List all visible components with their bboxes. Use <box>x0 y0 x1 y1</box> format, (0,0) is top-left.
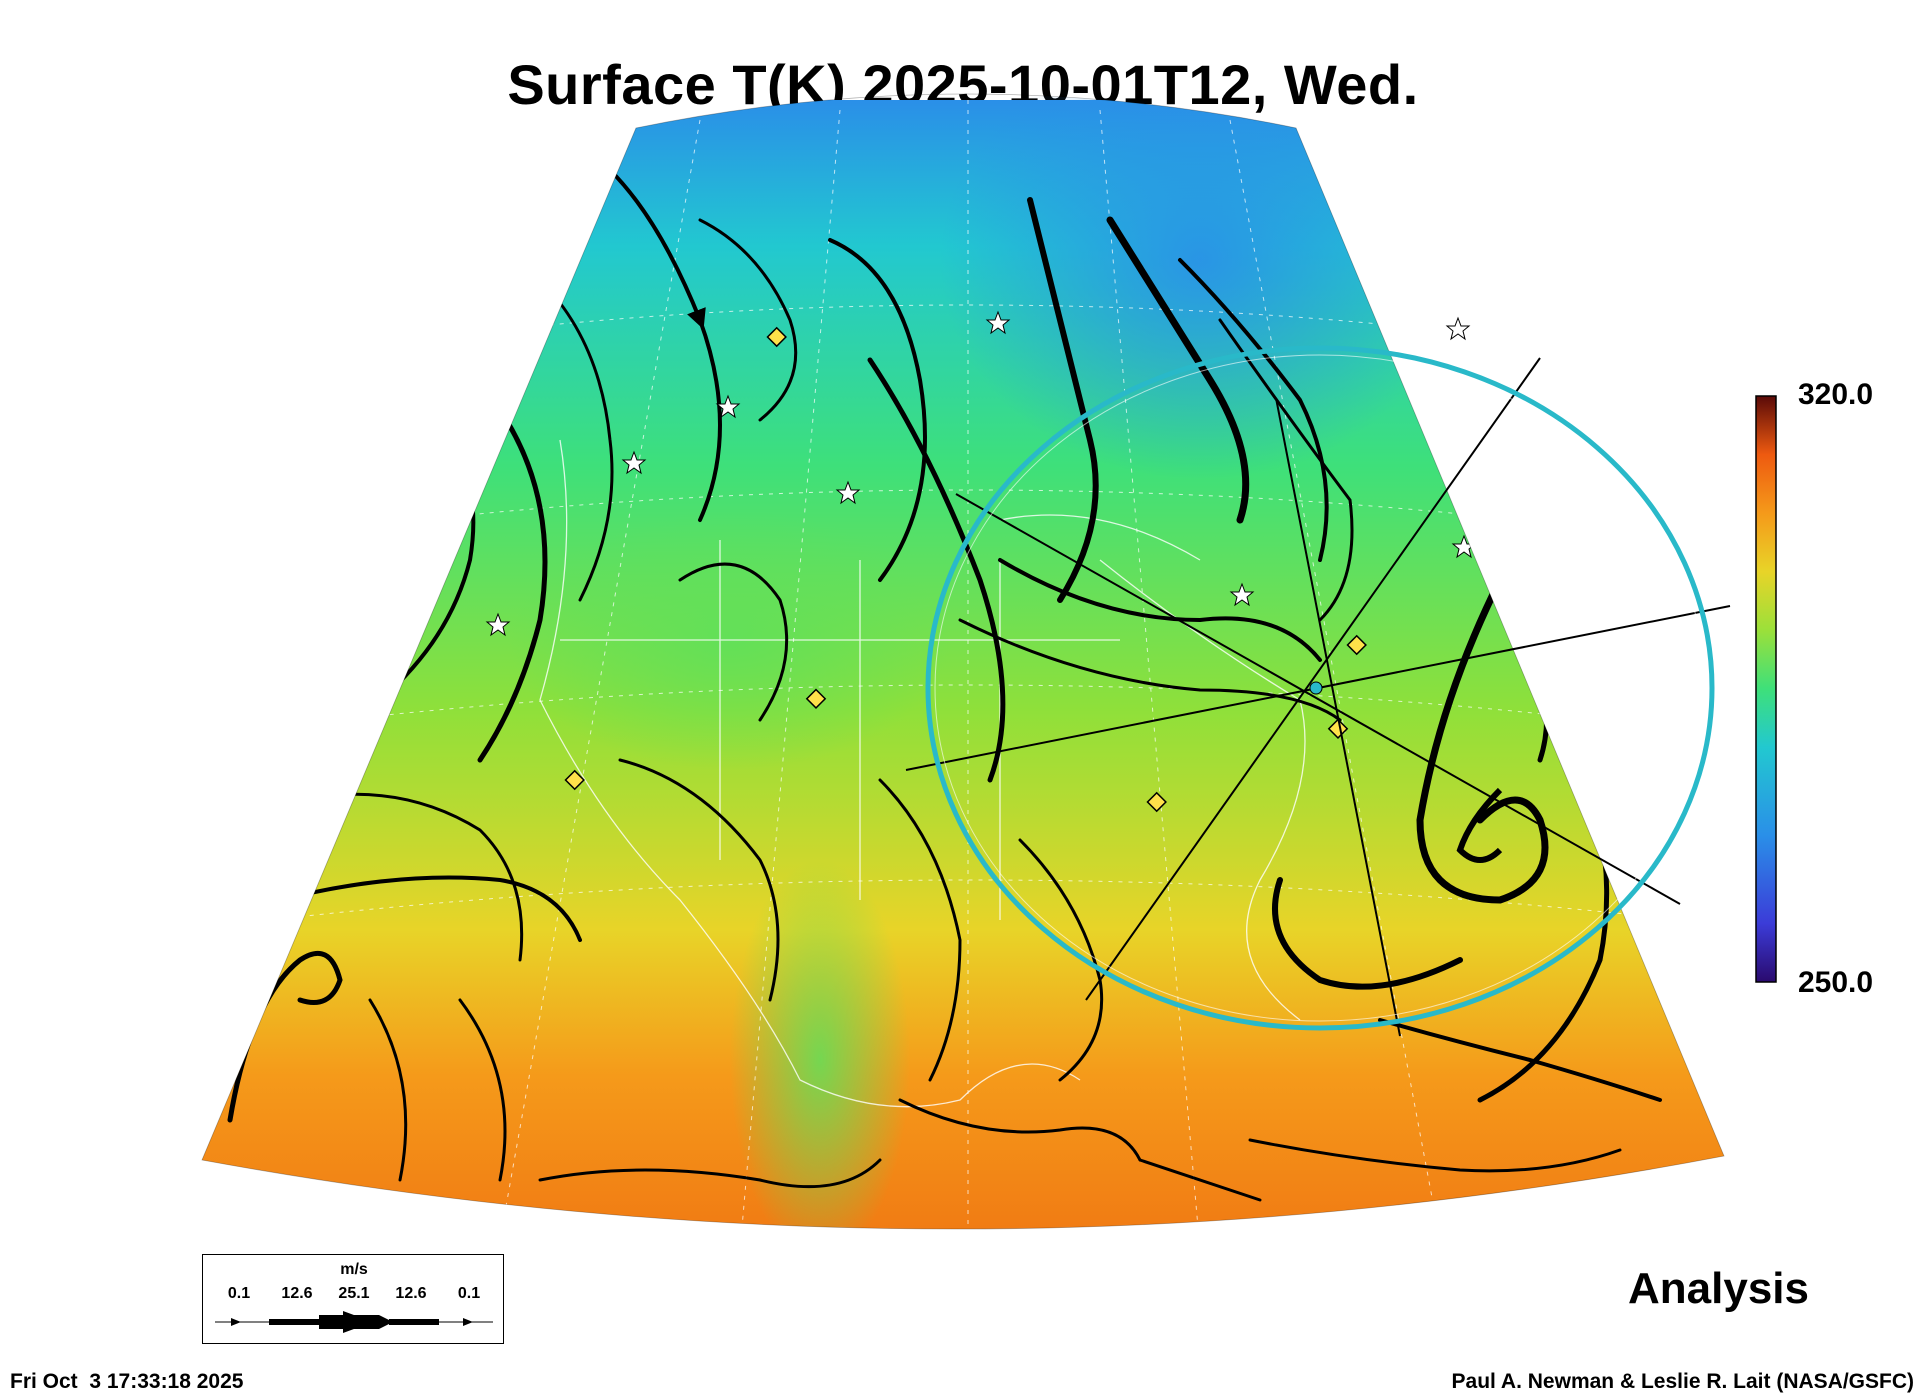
graticule <box>269 100 1681 1230</box>
star-marker <box>1445 316 1471 341</box>
credit-line: Paul A. Newman & Leslie R. Lait (NASA/GS… <box>1451 1370 1914 1393</box>
wind-speed-key: m/s 0.1 12.6 25.1 12.6 0.1 <box>202 1254 504 1344</box>
cyclone-centre <box>1456 787 1503 863</box>
wind-key-label: 0.1 <box>457 1285 481 1302</box>
wind-key-arrows <box>215 1311 493 1333</box>
station-markers <box>564 326 1367 813</box>
panel-label: Analysis <box>1628 1264 1809 1313</box>
station-marker <box>1346 634 1367 656</box>
wind-key-label: 25.1 <box>338 1285 370 1302</box>
colorbar <box>1755 395 1777 983</box>
stars <box>485 310 1477 637</box>
station-marker <box>766 326 787 348</box>
wind-key-label: 0.1 <box>227 1285 251 1302</box>
station-marker <box>1327 718 1349 739</box>
station-marker <box>564 769 585 791</box>
render-timestamp: Fri Oct 3 17:33:18 2025 <box>10 1370 244 1393</box>
colorbar-min-label: 250.0 <box>1798 966 1874 999</box>
star-marker <box>1229 582 1255 607</box>
station-marker <box>1146 791 1167 813</box>
star-marker <box>985 310 1011 335</box>
map-sector <box>202 94 1724 1230</box>
station-marker <box>805 688 827 709</box>
analysis-ring <box>925 345 1715 1031</box>
wind-key-label: 12.6 <box>395 1285 427 1302</box>
star-marker <box>715 394 741 419</box>
wind-key-unit: m/s <box>340 1261 368 1278</box>
colorbar-max-label: 320.0 <box>1798 378 1874 411</box>
star-marker <box>485 612 511 637</box>
star-marker <box>621 450 647 475</box>
ring-centre-marker <box>1309 681 1323 695</box>
wind-key-label: 12.6 <box>281 1285 313 1302</box>
star-marker <box>835 480 861 505</box>
map-boundary <box>201 93 1725 1230</box>
